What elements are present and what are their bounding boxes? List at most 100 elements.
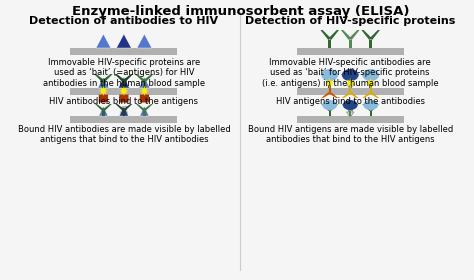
Bar — [70, 48, 177, 55]
Polygon shape — [349, 74, 359, 82]
Bar — [297, 116, 404, 123]
Polygon shape — [94, 74, 105, 82]
Polygon shape — [366, 78, 375, 88]
Polygon shape — [140, 86, 149, 96]
Bar — [122, 78, 126, 84]
Bar — [143, 82, 146, 88]
Polygon shape — [341, 30, 352, 40]
Polygon shape — [96, 34, 111, 48]
Bar — [70, 88, 177, 95]
FancyBboxPatch shape — [119, 95, 128, 102]
Bar — [370, 111, 372, 116]
Polygon shape — [136, 104, 146, 111]
Bar — [349, 40, 352, 48]
Polygon shape — [362, 92, 372, 98]
Bar — [328, 82, 331, 88]
Polygon shape — [143, 74, 154, 82]
Polygon shape — [140, 106, 149, 116]
Text: HIV antibodies bind to the antigens: HIV antibodies bind to the antigens — [49, 97, 199, 106]
Polygon shape — [325, 78, 334, 88]
Polygon shape — [102, 74, 113, 82]
Polygon shape — [328, 92, 338, 98]
Polygon shape — [119, 86, 128, 96]
Bar — [297, 88, 404, 95]
Bar — [348, 106, 352, 112]
Bar — [297, 48, 404, 55]
Polygon shape — [362, 104, 372, 111]
Polygon shape — [328, 104, 338, 111]
Bar — [370, 87, 372, 92]
Bar — [369, 82, 372, 88]
Text: Bound HIV antigens are made visible by labelled
antibodies that bind to the HIV : Bound HIV antigens are made visible by l… — [247, 125, 453, 144]
Polygon shape — [328, 74, 339, 82]
Polygon shape — [137, 34, 152, 48]
Bar — [122, 82, 125, 88]
Polygon shape — [102, 104, 112, 111]
Polygon shape — [361, 30, 372, 40]
Polygon shape — [118, 77, 129, 88]
Bar — [349, 87, 351, 92]
Bar — [328, 111, 331, 116]
Polygon shape — [120, 84, 128, 89]
Polygon shape — [99, 106, 108, 116]
Bar — [123, 111, 125, 116]
Polygon shape — [346, 84, 354, 89]
Text: Bound HIV antibodies are made visible by labelled
antigens that bind to the HIV : Bound HIV antibodies are made visible by… — [18, 125, 230, 144]
FancyBboxPatch shape — [140, 95, 149, 102]
Text: Detection of HIV-specific proteins: Detection of HIV-specific proteins — [245, 16, 456, 26]
Bar — [349, 111, 351, 116]
Bar — [348, 78, 352, 84]
Polygon shape — [115, 74, 125, 82]
Polygon shape — [117, 34, 131, 48]
Polygon shape — [116, 104, 125, 111]
Bar — [143, 111, 146, 116]
Ellipse shape — [363, 100, 378, 110]
FancyBboxPatch shape — [99, 95, 108, 102]
Ellipse shape — [321, 69, 338, 81]
Polygon shape — [361, 74, 372, 82]
Polygon shape — [320, 30, 331, 40]
Text: Immovable HIV-specific antibodies are
used as ‘bait’ for HIV-specific proteins
(: Immovable HIV-specific antibodies are us… — [262, 58, 438, 88]
Polygon shape — [135, 74, 146, 82]
Text: Immovable HIV-specific proteins are
used as ‘bait’ (=antigens) for HIV
antibodie: Immovable HIV-specific proteins are used… — [43, 58, 205, 88]
Polygon shape — [139, 77, 150, 88]
Polygon shape — [321, 104, 331, 111]
Polygon shape — [122, 74, 133, 82]
Polygon shape — [328, 30, 339, 40]
Polygon shape — [342, 92, 351, 98]
Polygon shape — [321, 92, 331, 98]
Polygon shape — [119, 106, 128, 116]
Bar — [70, 116, 177, 123]
Polygon shape — [346, 78, 355, 88]
Polygon shape — [369, 30, 380, 40]
Bar — [349, 82, 352, 88]
Text: HIV antigens bind to the antibodies: HIV antigens bind to the antibodies — [276, 97, 425, 106]
Polygon shape — [143, 104, 153, 111]
Polygon shape — [320, 74, 331, 82]
Text: Detection of antibodies to HIV: Detection of antibodies to HIV — [29, 16, 219, 26]
Bar — [122, 106, 126, 112]
Polygon shape — [98, 77, 109, 88]
Polygon shape — [349, 92, 359, 98]
Bar — [102, 111, 105, 116]
Polygon shape — [349, 104, 359, 111]
Polygon shape — [123, 104, 132, 111]
Ellipse shape — [342, 69, 359, 81]
Polygon shape — [99, 86, 108, 96]
Polygon shape — [342, 104, 351, 111]
Text: Enzyme-linked immunosorbent assay (ELISA): Enzyme-linked immunosorbent assay (ELISA… — [72, 5, 409, 18]
Polygon shape — [369, 74, 380, 82]
Polygon shape — [95, 104, 105, 111]
Polygon shape — [346, 112, 354, 117]
Ellipse shape — [343, 100, 358, 110]
Polygon shape — [349, 30, 359, 40]
Bar — [369, 40, 372, 48]
Polygon shape — [370, 104, 379, 111]
Polygon shape — [341, 74, 352, 82]
Polygon shape — [370, 92, 379, 98]
Ellipse shape — [322, 100, 337, 110]
Ellipse shape — [362, 69, 379, 81]
Polygon shape — [120, 112, 128, 117]
Bar — [328, 87, 331, 92]
Bar — [102, 82, 105, 88]
